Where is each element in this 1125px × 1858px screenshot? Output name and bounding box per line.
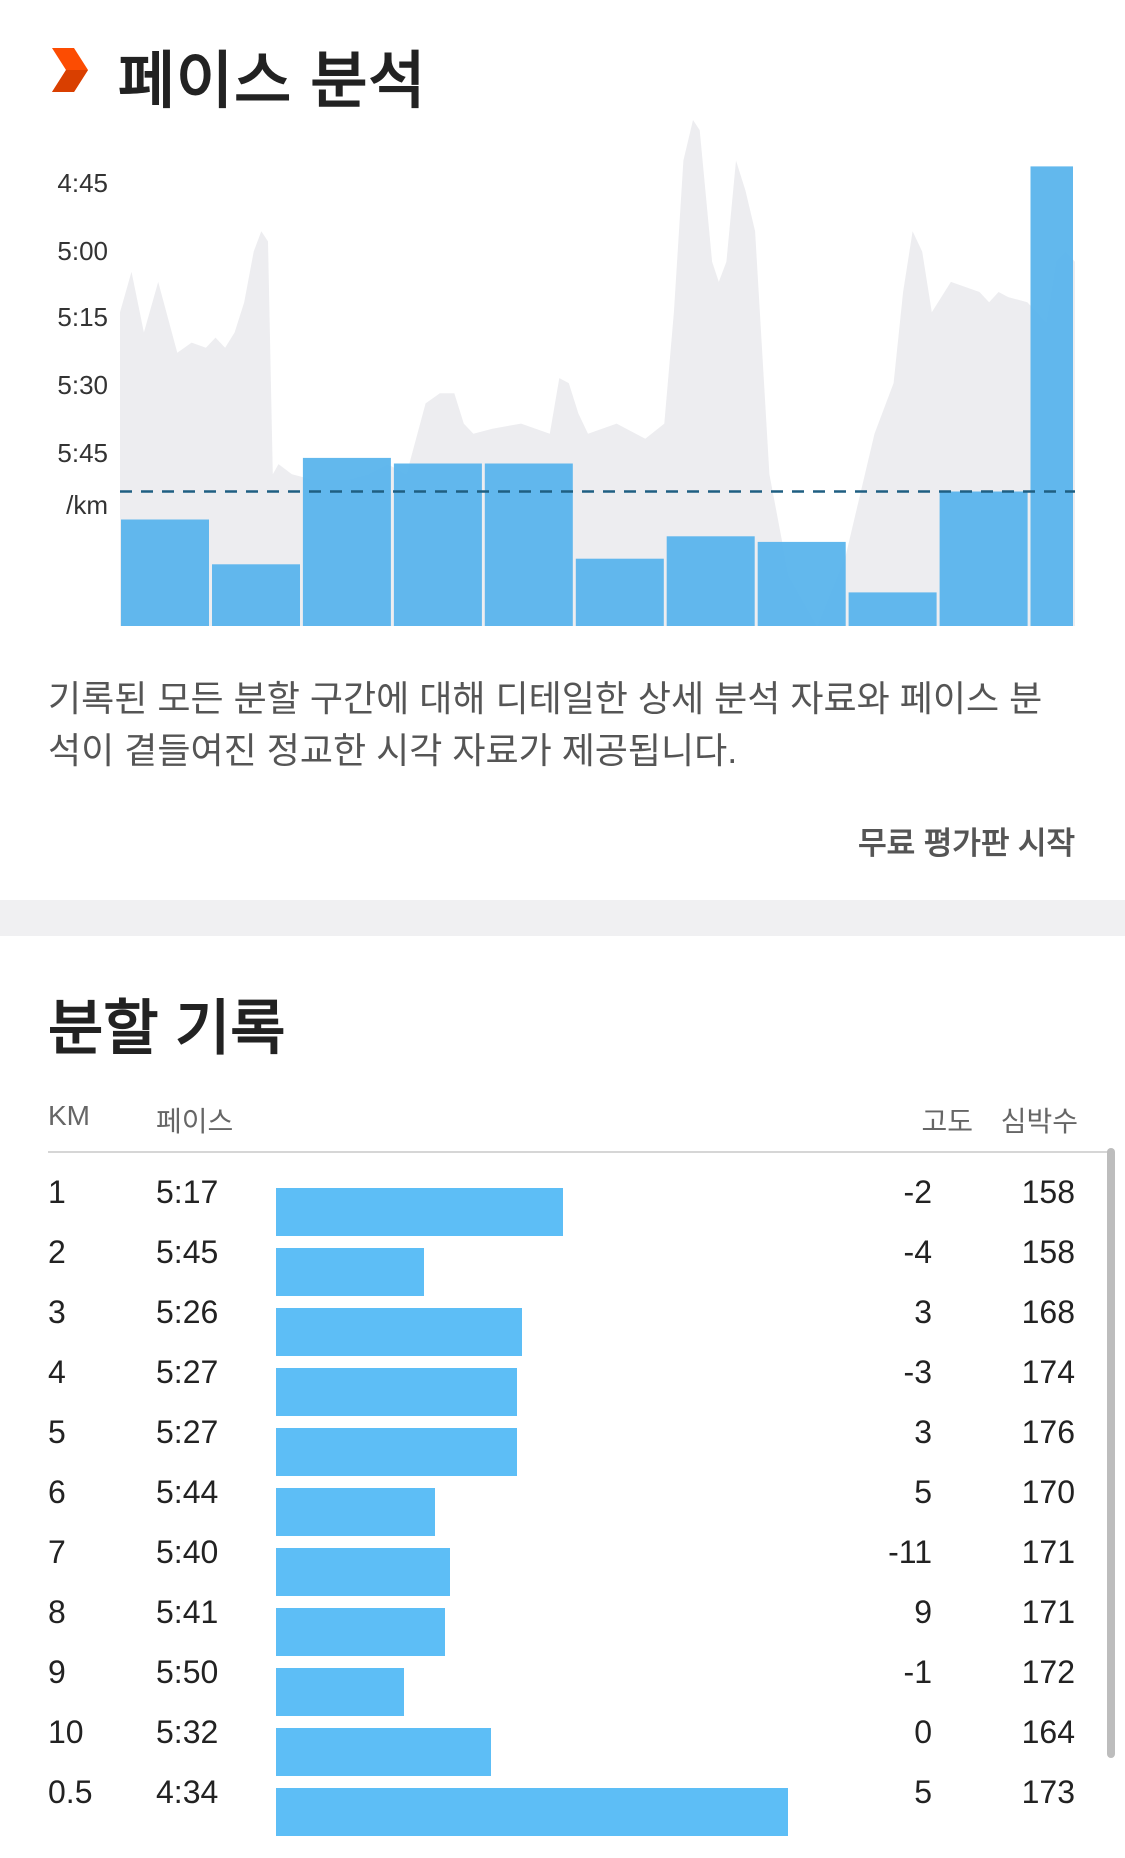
split-pace: 5:44	[156, 1474, 219, 1510]
split-elevation: 5	[914, 1774, 932, 1810]
split-pace-bar	[276, 1788, 788, 1836]
split-pace-bar	[276, 1548, 450, 1596]
chevron-brand-icon	[52, 48, 88, 92]
split-pace: 4:34	[156, 1774, 219, 1810]
section-divider	[0, 900, 1125, 936]
split-elevation: 5	[914, 1474, 932, 1510]
split-row: 8 5:41 9 171	[0, 1580, 1125, 1656]
pace-bar-0.5	[1030, 166, 1073, 626]
pace-bar-2	[212, 564, 300, 626]
header-pace: 페이스	[156, 1106, 234, 1137]
split-pace-bar	[276, 1608, 445, 1656]
split-heart-rate: 158	[1021, 1234, 1075, 1270]
split-heart-rate: 171	[1021, 1594, 1075, 1630]
split-elevation: 9	[914, 1594, 932, 1630]
y-axis-unit: /km	[66, 490, 108, 520]
scrollbar[interactable]	[1107, 1148, 1115, 1758]
split-pace-bar	[276, 1668, 404, 1716]
split-heart-rate: 164	[1021, 1714, 1075, 1750]
y-tick-label: 5:30	[57, 370, 108, 400]
pace-trace-area	[120, 120, 1075, 626]
split-pace: 5:32	[156, 1714, 219, 1750]
split-km: 1	[48, 1174, 66, 1210]
split-elevation: 0	[914, 1714, 932, 1750]
split-km: 3	[48, 1294, 66, 1330]
split-pace: 5:17	[156, 1174, 219, 1210]
split-km: 7	[48, 1534, 66, 1570]
split-km: 4	[48, 1354, 66, 1390]
pace-bar-8	[757, 541, 846, 626]
header-divider	[48, 1151, 1113, 1153]
split-pace: 5:50	[156, 1654, 219, 1690]
split-elevation: 3	[914, 1294, 932, 1330]
split-heart-rate: 170	[1021, 1474, 1075, 1510]
split-heart-rate: 158	[1021, 1174, 1075, 1210]
pace-bar-7	[666, 536, 755, 626]
split-heart-rate: 172	[1021, 1654, 1075, 1690]
pace-bar-5	[484, 463, 573, 626]
pace-analysis-title: 페이스 분석	[118, 47, 427, 116]
y-tick-label: 4:45	[57, 168, 108, 198]
split-row: 7 5:40 -11 171	[0, 1520, 1125, 1596]
splits-title: 분할 기록	[48, 995, 286, 1062]
split-km: 10	[48, 1714, 84, 1750]
split-elevation: -1	[903, 1654, 932, 1690]
split-row: 10 5:32 0 164	[0, 1700, 1125, 1776]
split-heart-rate: 168	[1021, 1294, 1075, 1330]
pace-bar-10	[939, 491, 1028, 626]
split-heart-rate: 176	[1021, 1414, 1075, 1450]
split-km: 9	[48, 1654, 66, 1690]
split-pace: 5:45	[156, 1234, 219, 1270]
start-free-trial-link[interactable]: 무료 평가판 시작	[858, 826, 1075, 861]
split-pace-bar	[276, 1488, 435, 1536]
pace-bar-4	[393, 463, 482, 626]
split-pace-bar	[276, 1248, 424, 1296]
y-tick-label: 5:45	[57, 438, 108, 468]
y-tick-label: 5:15	[57, 302, 108, 332]
split-pace: 5:41	[156, 1594, 219, 1630]
split-pace: 5:26	[156, 1294, 219, 1330]
split-elevation: 3	[914, 1414, 932, 1450]
header-heart-rate: 심박수	[1000, 1106, 1078, 1137]
split-km: 5	[48, 1414, 66, 1450]
split-km: 8	[48, 1594, 66, 1630]
split-row: 1 5:17 -2 158	[0, 1160, 1125, 1236]
split-km: 0.5	[48, 1774, 93, 1810]
split-pace-bar	[276, 1368, 517, 1416]
split-pace-bar	[276, 1188, 563, 1236]
split-row: 5 5:27 3 176	[0, 1400, 1125, 1476]
pace-bar-3	[302, 457, 391, 626]
split-row: 3 5:26 3 168	[0, 1280, 1125, 1356]
split-km: 2	[48, 1234, 66, 1270]
split-elevation: -11	[888, 1534, 932, 1570]
pace-analysis-card: 페이스 분석 4:45 5:00 5:15 5:30 5:45/km 기록된 모든 분할…	[0, 0, 1125, 900]
split-row: 0.5 4:34 5 173	[0, 1760, 1125, 1836]
split-elevation: -4	[903, 1234, 932, 1270]
pace-analysis-description: 기록된 모든 분할 구간에 대해 디테일한 상세 분석 자료와 페이스 분석이 …	[48, 678, 1043, 771]
split-row: 4 5:27 -3 174	[0, 1340, 1125, 1416]
split-row: 6 5:44 5 170	[0, 1460, 1125, 1536]
pace-bar-1	[121, 519, 209, 626]
split-heart-rate: 173	[1021, 1774, 1075, 1810]
split-row: 2 5:45 -4 158	[0, 1220, 1125, 1296]
split-heart-rate: 174	[1021, 1354, 1075, 1390]
header-elevation: 고도	[921, 1106, 973, 1137]
split-elevation: -3	[903, 1354, 932, 1390]
split-heart-rate: 171	[1021, 1534, 1075, 1570]
split-row: 9 5:50 -1 172	[0, 1640, 1125, 1716]
split-pace: 5:27	[156, 1414, 219, 1450]
header-km: KM	[48, 1100, 90, 1131]
pace-bar-6	[575, 558, 664, 626]
splits-table-header: KM 페이스 고도 심박수	[48, 1100, 1078, 1150]
split-km: 6	[48, 1474, 66, 1510]
split-pace-bar	[276, 1308, 522, 1356]
pace-chart: 4:45 5:00 5:15 5:30 5:45/km	[57, 120, 1075, 626]
y-tick-label: 5:00	[57, 236, 108, 266]
split-pace: 5:40	[156, 1534, 219, 1570]
split-pace: 5:27	[156, 1354, 219, 1390]
split-pace-bar	[276, 1728, 491, 1776]
split-elevation: -2	[903, 1174, 932, 1210]
split-pace-bar	[276, 1428, 517, 1476]
pace-bar-9	[848, 592, 937, 626]
